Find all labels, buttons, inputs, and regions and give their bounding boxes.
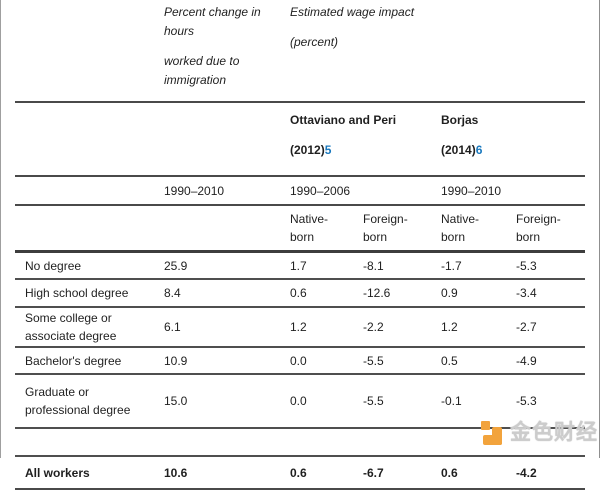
empty-cell: [15, 205, 160, 253]
footnote-link-6[interactable]: 6: [475, 143, 483, 157]
hours-header-line1: Percent change in hours: [164, 5, 261, 38]
cell-op-foreign: -5.5: [359, 374, 437, 429]
cell-hours: 6.1: [160, 307, 286, 348]
jinse-finance-watermark: 金色财经: [481, 417, 598, 447]
cell-borjas-foreign: -5.3: [512, 251, 585, 280]
watermark-text: 金色财经: [510, 420, 598, 444]
cell-borjas-native: -0.1: [437, 374, 512, 429]
cell-op-native: 0.0: [286, 374, 359, 429]
study-name: Borjas: [441, 113, 479, 127]
table-row-bachelors: Bachelor's degree 10.9 0.0 -5.5 0.5 -4.9: [15, 347, 585, 375]
cell-hours: 25.9: [160, 251, 286, 280]
row-label: No degree: [15, 251, 160, 280]
wage-header-line1: Estimated wage impact: [290, 5, 415, 19]
borjas-native-born-header: Native- born: [437, 205, 512, 253]
ottaviano-period: 1990–2006: [286, 176, 437, 206]
table-row-some-college: Some college or associate degree 6.1 1.2…: [15, 307, 585, 348]
empty-cell: [15, 0, 160, 103]
hours-header-line2: worked due to immigration: [164, 54, 240, 87]
op-foreign-born-header: Foreign- born: [359, 205, 437, 253]
cell-hours: 10.6: [160, 456, 286, 490]
cell-borjas-foreign: -5.3: [512, 374, 585, 429]
study-borjas: Borjas (2014)6: [437, 102, 585, 177]
row-label: Some college or associate degree: [15, 307, 160, 348]
empty-cell: [160, 205, 286, 253]
cell-borjas-foreign: -4.9: [512, 347, 585, 375]
study-year-line: (2012)5: [290, 141, 433, 159]
footnote-link-5[interactable]: 5: [324, 143, 332, 157]
cell-op-foreign: -6.7: [359, 456, 437, 490]
empty-cell: [15, 102, 160, 177]
study-year: (2012): [290, 143, 325, 157]
cell-borjas-native: 1.2: [437, 307, 512, 348]
row-label: High school degree: [15, 279, 160, 308]
table-header-band: Percent change in hours worked due to im…: [15, 0, 585, 103]
cell-op-native: 0.6: [286, 456, 359, 490]
jinse-logo-icon: [481, 420, 506, 445]
table-row-high-school: High school degree 8.4 0.6 -12.6 0.9 -3.…: [15, 279, 585, 308]
hours-period: 1990–2010: [160, 176, 286, 206]
borjas-foreign-born-header: Foreign- born: [512, 205, 585, 253]
row-label: All workers: [15, 456, 160, 490]
hours-column-header: Percent change in hours worked due to im…: [160, 0, 286, 103]
cell-op-native: 0.6: [286, 279, 359, 308]
cell-op-foreign: -8.1: [359, 251, 437, 280]
cell-borjas-foreign: -4.2: [512, 456, 585, 490]
born-subheader-row: Native- born Foreign- born Native- born …: [15, 205, 585, 253]
wage-impact-column-header: Estimated wage impact (percent): [286, 0, 585, 103]
row-label: Bachelor's degree: [15, 347, 160, 375]
cell-hours: 8.4: [160, 279, 286, 308]
cell-borjas-native: 0.6: [437, 456, 512, 490]
wage-header-line2: (percent): [290, 35, 339, 49]
cell-op-foreign: -5.5: [359, 347, 437, 375]
cell-borjas-foreign: -3.4: [512, 279, 585, 308]
empty-cell: [160, 102, 286, 177]
cell-borjas-native: -1.7: [437, 251, 512, 280]
row-label: Graduate or professional degree: [15, 374, 160, 429]
study-ottaviano-peri: Ottaviano and Peri (2012)5: [286, 102, 437, 177]
study-year-line: (2014)6: [441, 141, 581, 159]
table-row-all-workers: All workers 10.6 0.6 -6.7 0.6 -4.2: [15, 456, 585, 490]
study-year: (2014): [441, 143, 476, 157]
table-row-no-degree: No degree 25.9 1.7 -8.1 -1.7 -5.3: [15, 251, 585, 280]
cell-borjas-native: 0.9: [437, 279, 512, 308]
cell-op-native: 0.0: [286, 347, 359, 375]
cell-op-foreign: -12.6: [359, 279, 437, 308]
cell-hours: 15.0: [160, 374, 286, 429]
cell-op-foreign: -2.2: [359, 307, 437, 348]
period-row: 1990–2010 1990–2006 1990–2010: [15, 176, 585, 206]
study-authors-row: Ottaviano and Peri (2012)5 Borjas (2014)…: [15, 102, 585, 177]
table-row-graduate: Graduate or professional degree 15.0 0.0…: [15, 374, 585, 429]
study-name: Ottaviano and Peri: [290, 113, 397, 127]
cell-hours: 10.9: [160, 347, 286, 375]
cell-op-native: 1.7: [286, 251, 359, 280]
cell-borjas-native: 0.5: [437, 347, 512, 375]
op-native-born-header: Native- born: [286, 205, 359, 253]
borjas-period: 1990–2010: [437, 176, 585, 206]
cell-op-native: 1.2: [286, 307, 359, 348]
empty-cell: [15, 176, 160, 206]
cell-borjas-foreign: -2.7: [512, 307, 585, 348]
